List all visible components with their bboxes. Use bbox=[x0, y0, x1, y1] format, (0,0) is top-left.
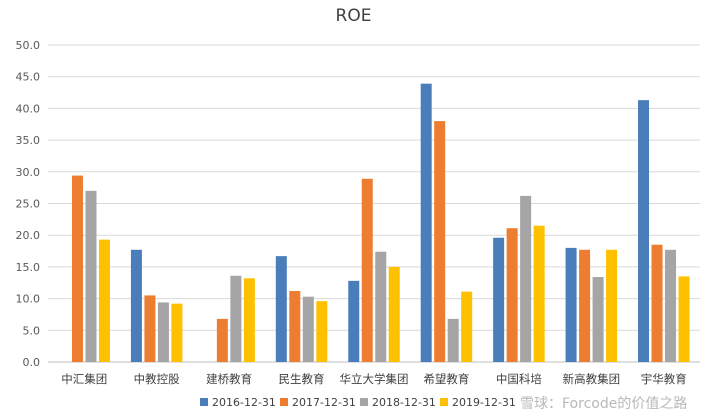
legend-swatch bbox=[280, 398, 288, 406]
x-category-label: 希望教育 bbox=[423, 372, 469, 386]
bar-2019-12-31-中国科培 bbox=[533, 225, 545, 362]
bar-2019-12-31-中汇集团 bbox=[98, 239, 110, 362]
bar-2019-12-31-民生教育 bbox=[316, 301, 328, 362]
legend-label: 2016-12-31 bbox=[212, 396, 276, 409]
bar-2017-12-31-中国科培 bbox=[506, 228, 518, 362]
bar-2019-12-31-希望教育 bbox=[461, 291, 473, 362]
y-tick-label: 0.0 bbox=[23, 356, 41, 369]
bar-2018-12-31-宇华教育 bbox=[665, 249, 677, 362]
y-tick-label: 45.0 bbox=[16, 71, 41, 84]
y-tick-label: 5.0 bbox=[23, 324, 41, 337]
legend-label: 2018-12-31 bbox=[372, 396, 436, 409]
bar-2019-12-31-新高教集团 bbox=[606, 249, 618, 362]
bar-2019-12-31-华立大学集团 bbox=[388, 266, 400, 362]
y-tick-label: 20.0 bbox=[16, 229, 41, 242]
bar-2017-12-31-宇华教育 bbox=[651, 244, 663, 362]
x-category-label: 宇华教育 bbox=[641, 372, 687, 386]
chart-title: ROE bbox=[335, 6, 372, 26]
y-tick-label: 35.0 bbox=[16, 134, 41, 147]
legend-swatch bbox=[200, 398, 208, 406]
legend-label: 2019-12-31 bbox=[452, 396, 516, 409]
x-category-label: 华立大学集团 bbox=[340, 372, 409, 386]
bar-2017-12-31-建桥教育 bbox=[216, 318, 228, 362]
y-tick-label: 30.0 bbox=[16, 166, 41, 179]
bar-2017-12-31-中汇集团 bbox=[71, 175, 83, 362]
bar-2018-12-31-希望教育 bbox=[447, 318, 459, 362]
bar-2016-12-31-华立大学集团 bbox=[348, 280, 360, 362]
bar-2018-12-31-中教控股 bbox=[157, 302, 169, 362]
watermark-text: 雪球：Forcode的价值之路 bbox=[520, 396, 687, 412]
bar-2017-12-31-民生教育 bbox=[289, 290, 301, 362]
bar-2019-12-31-宇华教育 bbox=[678, 276, 690, 362]
x-category-label: 新高教集团 bbox=[563, 372, 621, 386]
legend-swatch bbox=[360, 398, 368, 406]
bar-2017-12-31-希望教育 bbox=[434, 121, 446, 362]
bar-2016-12-31-希望教育 bbox=[420, 83, 432, 362]
x-category-label: 中国科培 bbox=[496, 372, 542, 386]
x-category-label: 中教控股 bbox=[134, 372, 180, 386]
bar-2017-12-31-华立大学集团 bbox=[361, 178, 373, 362]
y-tick-label: 10.0 bbox=[16, 293, 41, 306]
bar-2018-12-31-建桥教育 bbox=[230, 275, 242, 362]
y-tick-label: 25.0 bbox=[16, 198, 41, 211]
legend-swatch bbox=[440, 398, 448, 406]
legend-label: 2017-12-31 bbox=[292, 396, 356, 409]
bar-2016-12-31-中国科培 bbox=[493, 237, 505, 362]
bar-2018-12-31-中国科培 bbox=[520, 195, 532, 362]
y-tick-label: 15.0 bbox=[16, 261, 41, 274]
y-tick-label: 50.0 bbox=[16, 39, 41, 52]
x-category-label: 中汇集团 bbox=[61, 372, 107, 386]
bar-2016-12-31-宇华教育 bbox=[638, 100, 650, 363]
bar-2016-12-31-新高教集团 bbox=[565, 247, 577, 362]
bar-2018-12-31-民生教育 bbox=[302, 296, 314, 362]
bar-2018-12-31-中汇集团 bbox=[85, 190, 97, 362]
bar-2018-12-31-新高教集团 bbox=[592, 277, 604, 362]
bar-2017-12-31-新高教集团 bbox=[579, 249, 591, 362]
bar-2016-12-31-中教控股 bbox=[130, 249, 142, 362]
y-tick-label: 40.0 bbox=[16, 102, 41, 115]
bar-2019-12-31-建桥教育 bbox=[243, 278, 255, 362]
x-category-label: 建桥教育 bbox=[206, 372, 252, 386]
bar-2016-12-31-民生教育 bbox=[275, 256, 287, 362]
x-category-label: 民生教育 bbox=[279, 372, 325, 386]
bar-2017-12-31-中教控股 bbox=[144, 295, 156, 362]
bar-2018-12-31-华立大学集团 bbox=[375, 251, 387, 362]
bar-2019-12-31-中教控股 bbox=[171, 303, 183, 362]
